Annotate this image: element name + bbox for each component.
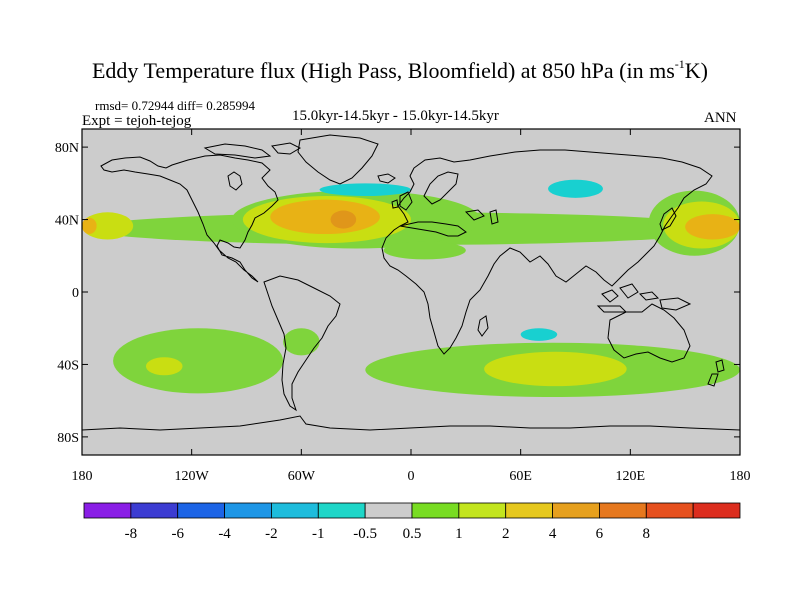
colorbar-label: -6	[171, 526, 184, 542]
region-siberia-cyan	[548, 179, 603, 198]
region-nh-atlantic-orange	[270, 199, 380, 235]
region-sh-pacific-green	[113, 328, 284, 394]
coastlines	[82, 134, 740, 431]
coastline-new-zealand	[707, 359, 725, 387]
coastline-japan	[659, 207, 677, 231]
coastline-eurasia-africa	[381, 149, 713, 355]
x-tick-label: 180	[72, 469, 93, 484]
colorbar-swatch	[317, 502, 366, 519]
colorbar-swatch	[505, 502, 553, 519]
experiment-label: Expt = tejoh-tejog	[82, 113, 192, 129]
colorbar-swatch	[411, 502, 460, 519]
coastline-indonesia	[596, 283, 660, 313]
region-nh-atlantic-core	[330, 210, 357, 229]
colorbar-label: 2	[502, 526, 510, 542]
coastline-south-america	[263, 275, 341, 412]
coastline-arctic-islands	[203, 142, 302, 159]
season-label: ANN	[704, 110, 737, 126]
coastline-north-america	[100, 154, 279, 283]
x-tick-label: 180	[730, 469, 751, 484]
region-nh-pacific-west-orange	[82, 217, 97, 235]
coastline-madagascar	[477, 315, 489, 337]
colorbar-label: -1	[312, 526, 325, 542]
coastline-british-isles	[391, 191, 413, 211]
map-title: Eddy Temperature flux (High Pass, Bloomf…	[91, 56, 708, 83]
x-axis: 180 120W 60W 0 60E 120E 180	[72, 129, 751, 484]
colorbar-swatch	[224, 502, 272, 519]
y-tick-label: 80S	[57, 431, 79, 446]
colorbar-swatch	[458, 502, 507, 519]
period-label: 15.0kyr-14.5kyr - 15.0kyr-14.5kyr	[292, 108, 499, 124]
rmsd-diff-label: rmsd= 0.72944 diff= 0.285994	[95, 98, 255, 113]
colorbar-swatch	[83, 502, 132, 519]
colorbar-swatch	[130, 502, 179, 519]
coastline-mediterranean	[399, 221, 467, 237]
y-tick-label: 80N	[55, 141, 79, 156]
x-tick-label: 60W	[288, 469, 316, 484]
x-tick-label: 120W	[175, 469, 210, 484]
coastline-greenland	[297, 134, 379, 185]
x-tick-label: 0	[408, 469, 415, 484]
colorbar-swatch	[271, 502, 319, 519]
region-nh-pacific-east-orange	[685, 214, 740, 240]
coastline-black-sea	[464, 209, 499, 225]
coastline-hudson-bay	[227, 171, 243, 191]
coastline-scandinavia	[423, 171, 459, 205]
colorbar-label: -0.5	[353, 526, 377, 542]
colorbar-label: 1	[455, 526, 463, 542]
y-tick-label: 40S	[57, 358, 79, 373]
anomaly-regions	[82, 179, 740, 398]
region-greenland-sea-cyan	[319, 183, 411, 197]
colorbar-label: 4	[549, 526, 557, 542]
colorbar-label: -4	[218, 526, 231, 542]
region-nh-pacific-west-yellow	[82, 212, 134, 240]
map-background	[82, 129, 740, 455]
region-north-africa-green	[383, 241, 466, 260]
coastline-new-guinea	[659, 297, 692, 311]
region-sh-pacific-yellow	[145, 357, 183, 376]
colorbar-swatch	[177, 502, 225, 519]
x-tick-label: 120E	[616, 469, 646, 484]
region-sh-indian-cyan	[520, 328, 558, 341]
colorbar-swatch	[552, 502, 600, 519]
colorbar-label: 8	[643, 526, 651, 542]
x-tick-label: 60E	[509, 469, 532, 484]
region-south-america-green	[283, 328, 320, 356]
coastline-iceland	[377, 173, 396, 184]
y-tick-label: 40N	[55, 214, 79, 229]
colorbar-label: -8	[125, 526, 138, 542]
coastline-antarctica	[82, 415, 740, 431]
colorbar-label: 0.5	[403, 526, 422, 542]
colorbar-label: -2	[265, 526, 278, 542]
y-tick-label: 0	[72, 286, 79, 301]
colorbar: -8 -6 -4 -2 -1 -0.5 0.5 1 2 4 6 8	[83, 502, 741, 542]
colorbar-label: 6	[596, 526, 604, 542]
colorbar-swatch	[692, 502, 741, 519]
coastline-australia	[607, 303, 691, 363]
colorbar-swatch	[599, 502, 647, 519]
colorbar-swatch	[364, 502, 413, 519]
y-axis: 80N 40N 0 40S 80S	[55, 141, 740, 446]
region-sh-indian-yellow	[484, 351, 627, 387]
colorbar-swatch	[645, 502, 694, 519]
